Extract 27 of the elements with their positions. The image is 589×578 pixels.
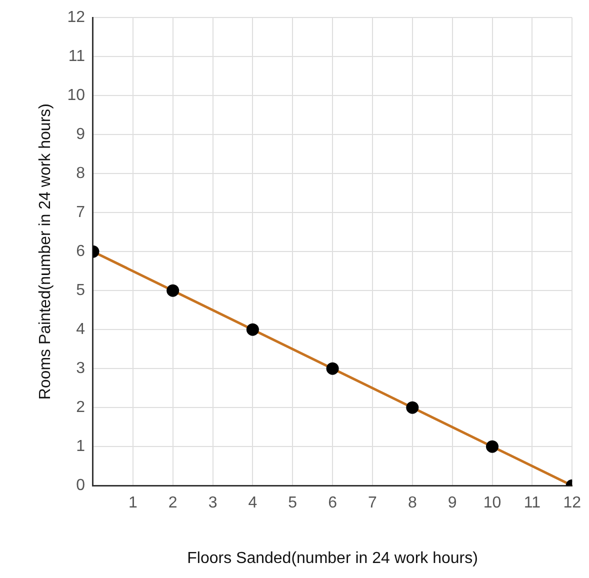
y-tick-label: 12 bbox=[67, 9, 86, 26]
y-tick-label: 0 bbox=[76, 477, 86, 494]
x-tick-label: 4 bbox=[248, 494, 258, 512]
x-tick-label: 9 bbox=[448, 494, 457, 512]
x-tick-label: 6 bbox=[328, 494, 338, 512]
y-tick-label: 5 bbox=[76, 282, 86, 300]
x-tick-label: 1 bbox=[128, 494, 138, 512]
y-tick-label: 3 bbox=[76, 360, 86, 378]
x-tick-label: 3 bbox=[208, 494, 218, 512]
x-tick-label: 5 bbox=[288, 494, 298, 512]
y-tick-label: 1 bbox=[76, 438, 86, 456]
x-tick-label: 12 bbox=[563, 494, 582, 512]
y-tick-label: 7 bbox=[76, 204, 86, 222]
x-axis-title: Floors Sanded(number in 24 work hours) bbox=[187, 550, 478, 567]
y-tick-label: 6 bbox=[76, 243, 86, 260]
y-tick-label: 2 bbox=[76, 399, 86, 416]
y-tick-label: 9 bbox=[76, 126, 86, 144]
x-tick-label: 11 bbox=[524, 494, 541, 512]
y-tick-label: 8 bbox=[76, 165, 86, 182]
y-tick-label: 10 bbox=[67, 87, 86, 104]
y-tick-label: 4 bbox=[76, 321, 86, 338]
x-tick-label: 7 bbox=[368, 494, 378, 512]
x-tick-label: 2 bbox=[168, 494, 178, 512]
y-tick-label: 11 bbox=[68, 48, 86, 66]
x-tick-label: 8 bbox=[408, 494, 417, 512]
x-tick-label: 10 bbox=[483, 494, 502, 512]
y-axis-title: Rooms Painted(number in 24 work hours) bbox=[37, 104, 54, 400]
